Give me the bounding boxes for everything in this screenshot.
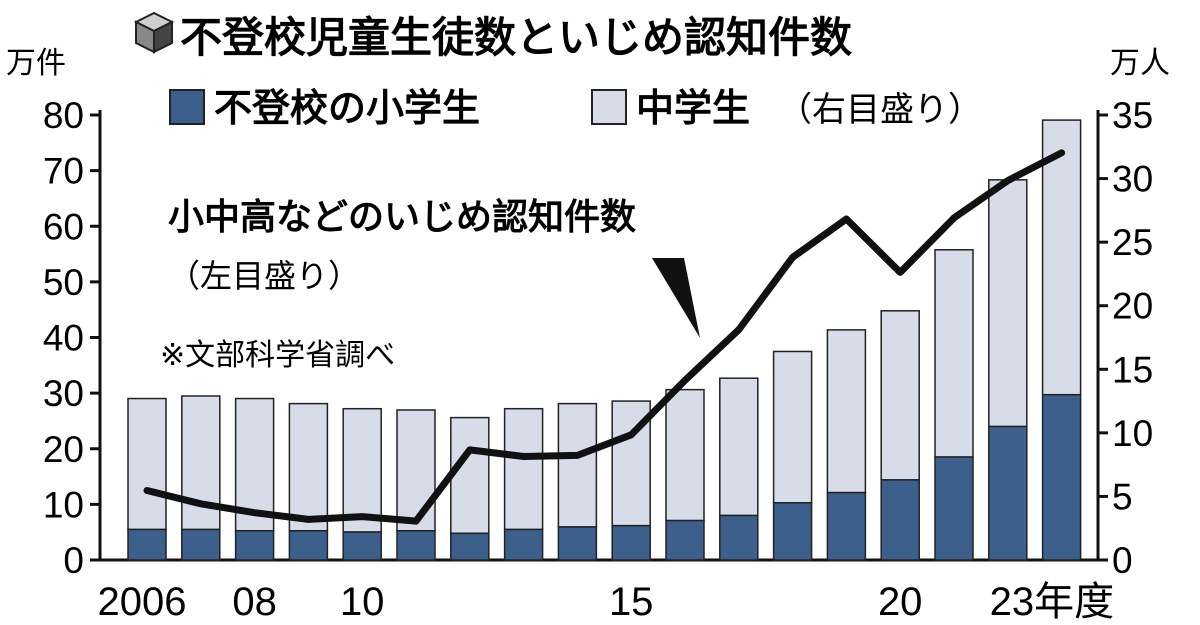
- legend-label-middle: 中学生: [636, 86, 750, 130]
- x-axis-tick-label: 08: [232, 580, 277, 624]
- bar-elementary-2020: [880, 479, 920, 561]
- source-note: ※文部科学省調べ: [160, 338, 395, 373]
- bar-middle-school-2011: [396, 409, 436, 532]
- bar-elementary-2008: [234, 530, 275, 561]
- left-axis-tick-label: 80: [43, 95, 84, 136]
- left-axis-tick-label: 10: [43, 484, 84, 525]
- chart-title: 不登校児童生徒数といじめ認知件数: [180, 13, 852, 62]
- legend-label-elementary: 不登校の小学生: [214, 86, 480, 130]
- cube-icon: [133, 11, 175, 54]
- legend-swatch-middle: [591, 89, 627, 125]
- right-axis-unit: 万人: [1110, 46, 1170, 81]
- right-axis-tick-label: 25: [1112, 222, 1153, 263]
- left-axis-tick-label: 40: [43, 318, 84, 359]
- left-axis-tick-label: 0: [63, 540, 84, 581]
- right-axis-tick-label: 10: [1112, 413, 1153, 454]
- bar-middle-school-2018: [772, 350, 813, 504]
- bar-middle-school-2022: [988, 179, 1028, 428]
- x-axis-tick-label: 23年度: [990, 580, 1115, 624]
- right-axis-tick-label: 5: [1112, 476, 1133, 517]
- bar-elementary-2015: [611, 524, 651, 561]
- x-axis-ticks: 2006 08 10 15 20 23年度: [98, 580, 1115, 624]
- right-axis-tick-label: 30: [1112, 159, 1153, 200]
- bar-elementary-2021: [934, 456, 974, 561]
- bar-elementary-2012: [450, 532, 490, 561]
- bar-middle-school-2006: [127, 397, 167, 531]
- bar-elementary-2013: [503, 528, 544, 561]
- right-axis-tick-label: 15: [1112, 349, 1153, 390]
- bar-elementary-2017: [719, 514, 759, 561]
- bar-middle-school-2019: [826, 329, 867, 494]
- bar-middle-school-2021: [934, 249, 974, 458]
- left-axis-tick-label: 70: [43, 151, 84, 192]
- left-axis-unit: 万件: [6, 46, 66, 81]
- bullying-cases-line: [143, 149, 1066, 525]
- bar-middle-school-2014: [557, 402, 598, 528]
- bar-elementary-2009: [288, 530, 329, 561]
- left-axis-tick-label: 60: [43, 206, 84, 247]
- line-annotation-note: （左目盛り）: [168, 257, 360, 295]
- bar-elementary-2022: [988, 425, 1028, 561]
- bar-middle-school-2016: [665, 388, 705, 522]
- bar-middle-school-2012: [450, 416, 490, 535]
- bar-elementary-2019: [826, 491, 867, 561]
- x-axis-tick-label: 20: [878, 580, 923, 624]
- bar-elementary-2023: [1041, 393, 1082, 561]
- bar-middle-school-2009: [288, 402, 329, 532]
- right-axis-tick-label: 35: [1112, 95, 1153, 136]
- legend-swatch-elementary: [169, 89, 205, 125]
- bar-elementary-2006: [127, 528, 167, 561]
- legend: 不登校の小学生 中学生 （右目盛り）: [169, 86, 982, 130]
- bar-elementary-2007: [181, 528, 221, 561]
- right-axis-tick-label: 0: [1112, 540, 1133, 581]
- bar-elementary-2018: [772, 502, 813, 561]
- bar-middle-school-2013: [503, 407, 544, 531]
- x-axis-tick-label: 2006: [98, 580, 187, 624]
- x-axis-tick-label: 10: [340, 580, 385, 624]
- bars: [127, 119, 1082, 561]
- x-axis-tick-label: 15: [609, 580, 654, 624]
- right-axis-tick-label: 20: [1112, 286, 1153, 327]
- annotation-pointer: [652, 258, 700, 338]
- bar-elementary-2014: [557, 526, 598, 561]
- bar-elementary-2010: [342, 531, 382, 561]
- left-axis-tick-label: 20: [43, 429, 84, 470]
- bar-middle-school-2010: [342, 407, 382, 533]
- bar-middle-school-2020: [880, 310, 920, 481]
- left-axis-tick-label: 30: [43, 373, 84, 414]
- line-layer: [143, 149, 1066, 525]
- legend-note-middle: （右目盛り）: [778, 90, 982, 130]
- bar-middle-school-2017: [719, 377, 759, 517]
- bar-elementary-2011: [396, 530, 436, 561]
- bar-elementary-2016: [665, 519, 705, 561]
- right-axis: 0 5 10 15 20 25 30 35: [1096, 95, 1153, 581]
- left-axis-tick-label: 50: [43, 262, 84, 303]
- left-axis: 0 10 20 30 40 50 60 70 80: [43, 95, 1098, 581]
- line-annotation-label: 小中高などのいじめ認知件数: [168, 197, 636, 238]
